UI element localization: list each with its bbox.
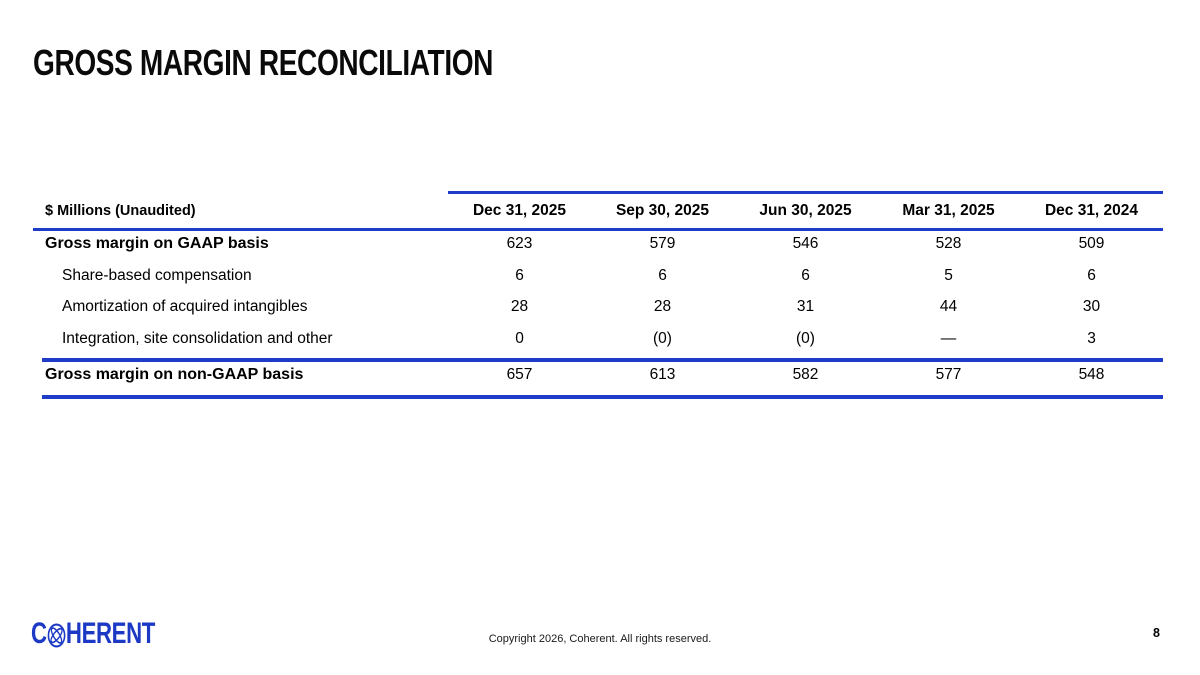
column-header: Dec 31, 2025 [472,202,567,219]
cell-value: 31 [796,298,815,316]
cell-value: 546 [792,234,819,252]
row-label: Amortization of acquired intangibles [62,298,308,316]
table-rule-bottom [42,395,1163,399]
page-number: 8 [1153,626,1160,640]
cell-value: 28 [510,298,529,316]
cell-value: — [940,330,957,348]
column-header: Mar 31, 2025 [902,202,995,219]
row-label: Share-based compensation [62,266,252,284]
coherent-logo: C HERENT [31,617,155,651]
table-row-integration: Integration, site consolidation and othe… [33,323,1163,355]
cell-value: 30 [1082,298,1101,316]
column-header: Jun 30, 2025 [759,202,852,219]
cell-value: 3 [1087,330,1096,348]
column-header: Sep 30, 2025 [615,202,710,219]
table-row-non-gaap-basis: Gross margin on non-GAAP basis 657 613 5… [33,359,1163,392]
cell-value: 28 [653,298,672,316]
cell-value: 582 [792,366,819,383]
row-label: Integration, site consolidation and othe… [62,330,333,348]
table-row-gaap-basis: Gross margin on GAAP basis 623 579 546 5… [33,228,1163,260]
cell-value: (0) [796,330,815,348]
cell-value: 6 [515,266,524,284]
cell-value: 0 [515,330,524,348]
cell-value: 623 [506,234,533,252]
cell-value: 528 [935,234,962,252]
cell-value: 6 [1087,266,1096,284]
table-header-row: $ Millions (Unaudited) Dec 31, 2025 Sep … [33,191,1163,228]
table-row-share-based-comp: Share-based compensation 6 6 6 5 6 [33,260,1163,292]
cell-value: 548 [1078,366,1105,383]
cell-value: 6 [658,266,667,284]
cell-value: 509 [1078,234,1105,252]
gross-margin-table: $ Millions (Unaudited) Dec 31, 2025 Sep … [33,191,1163,399]
logo-text-left: C [31,617,47,650]
row-label: Gross margin on GAAP basis [45,234,269,252]
cell-value: (0) [653,330,672,348]
column-header: Dec 31, 2024 [1044,202,1139,219]
table-rule-header [33,228,1163,231]
table-rule-top [448,191,1163,194]
table-unit-label: $ Millions (Unaudited) [45,203,196,219]
cell-value: 579 [649,234,676,252]
cell-value: 577 [935,366,962,383]
cell-value: 6 [801,266,810,284]
cell-value: 44 [939,298,958,316]
cell-value: 5 [944,266,953,284]
page-title: GROSS MARGIN RECONCILIATION [33,42,494,83]
footer-copyright: Copyright 2026, Coherent. All rights res… [488,633,712,645]
table-row-amortization: Amortization of acquired intangibles 28 … [33,292,1163,324]
table-rule-above-total [42,358,1163,362]
row-label: Gross margin on non-GAAP basis [45,366,304,383]
logo-text-right: HERENT [65,617,155,650]
coherent-globe-icon [47,623,66,647]
cell-value: 657 [506,366,533,383]
cell-value: 613 [649,366,676,383]
